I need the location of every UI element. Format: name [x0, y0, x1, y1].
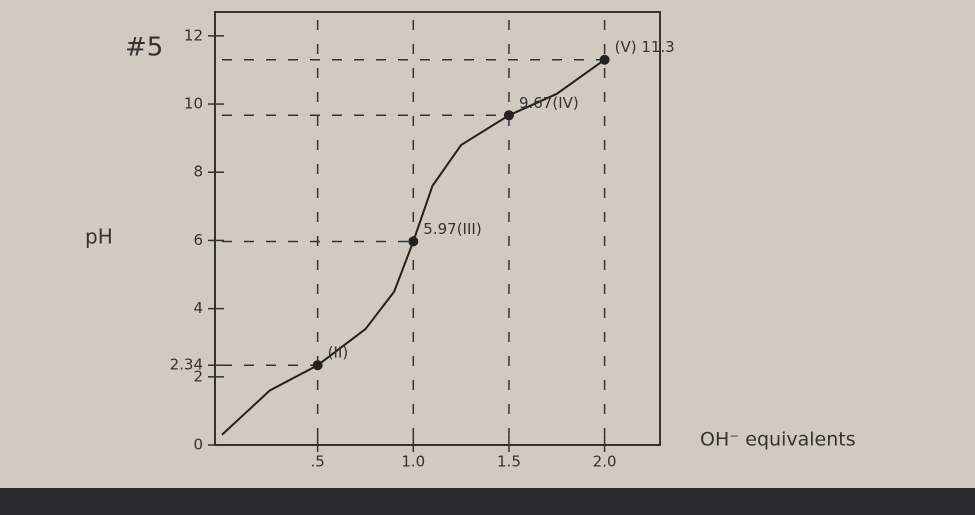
point-label: (V) 11.3 [615, 38, 675, 56]
point-label: 9.67(IV) [519, 94, 579, 112]
plot-frame [214, 11, 661, 446]
x-axis-label: OH⁻ equivalents [700, 429, 856, 451]
y-tick-label: 2.34 [170, 356, 203, 374]
y-tick-label: 12 [184, 26, 203, 44]
y-tick-label: 10 [184, 95, 203, 113]
point [408, 236, 419, 247]
chart-title: #5 [125, 33, 163, 63]
desk [0, 488, 975, 515]
x-tick-label: 1.0 [401, 453, 425, 471]
y-tick-label: 2 [193, 367, 203, 385]
point [503, 110, 514, 121]
paper [0, 0, 975, 488]
y-tick-label: 0 [193, 436, 203, 454]
y-tick-label: 6 [193, 231, 203, 249]
x-tick-label: 2.0 [593, 453, 617, 471]
y-axis-label: pH [85, 225, 113, 249]
y-tick-label: 8 [193, 163, 203, 181]
point [599, 54, 610, 65]
point-label: 5.97(III) [423, 220, 481, 238]
y-tick-label: 4 [193, 299, 203, 317]
x-tick-label: .5 [310, 453, 324, 471]
point [312, 360, 323, 371]
point-label: (II) [328, 344, 349, 362]
x-tick-label: 1.5 [497, 453, 521, 471]
